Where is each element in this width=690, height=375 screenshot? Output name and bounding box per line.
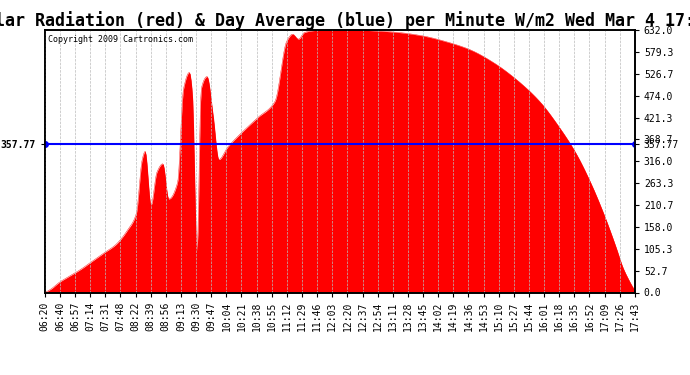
Text: Solar Radiation (red) & Day Average (blue) per Minute W/m2 Wed Mar 4 17:48: Solar Radiation (red) & Day Average (blu… <box>0 11 690 30</box>
Text: Copyright 2009 Cartronics.com: Copyright 2009 Cartronics.com <box>48 35 193 44</box>
